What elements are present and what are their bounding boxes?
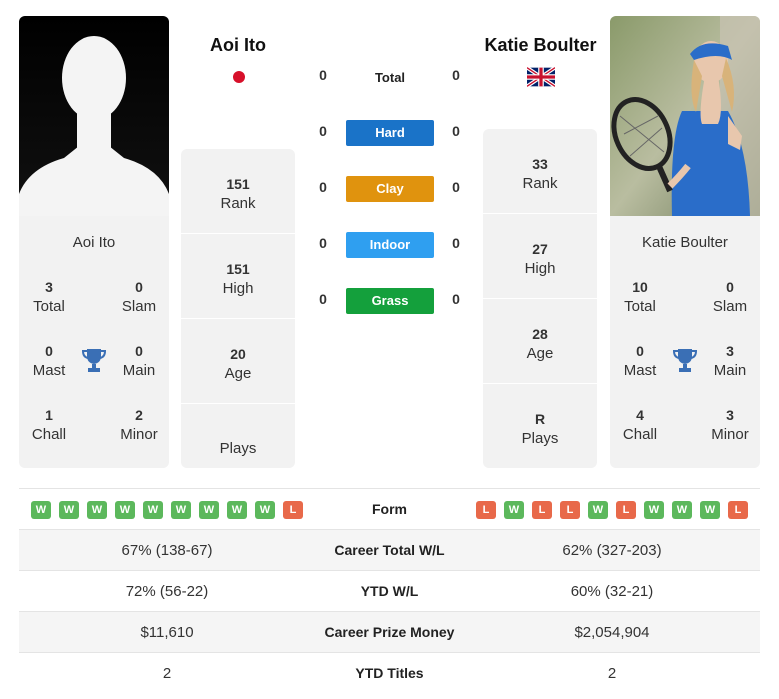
h2h-total-right: 0 (452, 67, 460, 83)
right-player-photo (610, 16, 760, 216)
left-rank: 151 Rank (181, 149, 295, 234)
left-ytd-wl: 72% (56-22) (125, 583, 209, 600)
right-ytd-titles: 2 (607, 665, 617, 682)
left-player-name[interactable]: Aoi Ito (210, 35, 266, 55)
left-titles-total: 3 Total (33, 279, 65, 315)
right-career-wl: 62% (327-203) (562, 542, 662, 559)
career-wl-row: 67% (138-67) Career Total W/L 62% (327-2… (19, 529, 760, 570)
right-titles-chall: 4 Chall (622, 407, 658, 443)
left-form-badge-8: W (227, 501, 247, 519)
left-titles-chall: 1 Chall (31, 407, 67, 443)
left-ytd-titles: 2 (162, 665, 172, 682)
left-form-badge-9: W (255, 501, 275, 519)
left-titles-slam: 0 Slam (121, 279, 157, 315)
left-form-badge-6: W (171, 501, 191, 519)
left-titles-minor: 2 Minor (120, 407, 158, 443)
right-form-badge-9: W (700, 501, 720, 519)
right-titles-total: 10 Total (624, 279, 656, 315)
ytd-wl-row: 72% (56-22) YTD W/L 60% (32-21) (19, 570, 760, 611)
right-plays: R Plays (521, 411, 559, 447)
left-form-badge-2: W (59, 501, 79, 519)
right-form-badge-2: W (504, 501, 524, 519)
trophy-icon (82, 349, 106, 372)
left-form-badge-10: L (283, 501, 303, 519)
left-form-badge-5: W (143, 501, 163, 519)
h2h-total-label: Total (374, 70, 406, 85)
right-player-card-name: Katie Boulter (642, 234, 728, 251)
right-prize: $2,054,904 (574, 624, 650, 641)
silhouette-icon (19, 16, 169, 216)
right-form-badge-7: W (644, 501, 664, 519)
right-form-badge-8: W (672, 501, 692, 519)
prize-row: $11,610 Career Prize Money $2,054,904 (19, 611, 760, 652)
right-form-badge-1: L (476, 501, 496, 519)
right-rank: 33 Rank (483, 129, 597, 214)
right-high: 27 High (483, 214, 597, 299)
right-player-name[interactable]: Katie Boulter (484, 35, 597, 55)
left-age: 20 Age (181, 319, 295, 404)
right-form-badge-3: L (532, 501, 552, 519)
ytd-wl-label: YTD W/L (360, 583, 419, 599)
left-career-wl: 67% (138-67) (121, 542, 213, 559)
player-photo-icon (610, 16, 760, 216)
left-form-badge-3: W (87, 501, 107, 519)
surface-hard-badge[interactable]: Hard (346, 120, 434, 146)
right-titles-main: 3 Main (713, 343, 747, 379)
h2h-indoor-left: 0 (319, 235, 327, 251)
left-titles-mast: 0 Mast (32, 343, 66, 379)
left-player-card: Aoi Ito 3 Total 0 Slam 0 Mast 0 Main 1 Chall … (19, 16, 169, 468)
right-titles-mast: 0 Mast (623, 343, 657, 379)
career-wl-label: Career Total W/L (334, 542, 445, 558)
surface-grass-badge[interactable]: Grass (346, 288, 434, 314)
h2h-grass-right: 0 (452, 291, 460, 307)
left-player-photo (19, 16, 169, 216)
surface-indoor-badge[interactable]: Indoor (346, 232, 434, 258)
h2h-hard-right: 0 (452, 123, 460, 139)
ytd-titles-row: 2 YTD Titles 2 (19, 652, 760, 693)
uk-flag-icon (527, 67, 555, 87)
left-titles-main: 0 Main (122, 343, 156, 379)
right-rank-column: 33 Rank 27 High 28 Age R Plays (483, 129, 597, 468)
trophy-icon (673, 349, 697, 372)
left-form-badge-7: W (199, 501, 219, 519)
ytd-titles-label: YTD Titles (355, 665, 424, 681)
right-form-badge-6: L (616, 501, 636, 519)
japan-flag-icon (225, 67, 253, 87)
surface-clay-badge[interactable]: Clay (346, 176, 434, 202)
right-ytd-wl: 60% (32-21) (570, 583, 654, 600)
prize-label: Career Prize Money (324, 624, 455, 640)
left-player-card-name: Aoi Ito (72, 234, 116, 251)
form-label: Form (372, 501, 407, 517)
h2h-total-left: 0 (319, 67, 327, 83)
left-high: 151 High (181, 234, 295, 319)
left-form-badge-1: W (31, 501, 51, 519)
left-prize: $11,610 (140, 624, 194, 641)
right-form-badge-10: L (728, 501, 748, 519)
h2h-grass-left: 0 (319, 291, 327, 307)
right-age: 28 Age (483, 299, 597, 384)
h2h-clay-right: 0 (452, 179, 460, 195)
left-rank-column: 151 Rank 151 High 20 Age Plays (181, 149, 295, 468)
left-plays: Plays (219, 440, 257, 457)
right-player-card: Katie Boulter 10 Total 0 Slam 0 Mast 3 Main … (610, 16, 760, 468)
right-titles-minor: 3 Minor (711, 407, 749, 443)
left-form-badge-4: W (115, 501, 135, 519)
h2h-clay-left: 0 (319, 179, 327, 195)
h2h-indoor-right: 0 (452, 235, 460, 251)
right-titles-slam: 0 Slam (712, 279, 748, 315)
h2h-hard-left: 0 (319, 123, 327, 139)
right-form-badge-5: W (588, 501, 608, 519)
right-form-badge-4: L (560, 501, 580, 519)
